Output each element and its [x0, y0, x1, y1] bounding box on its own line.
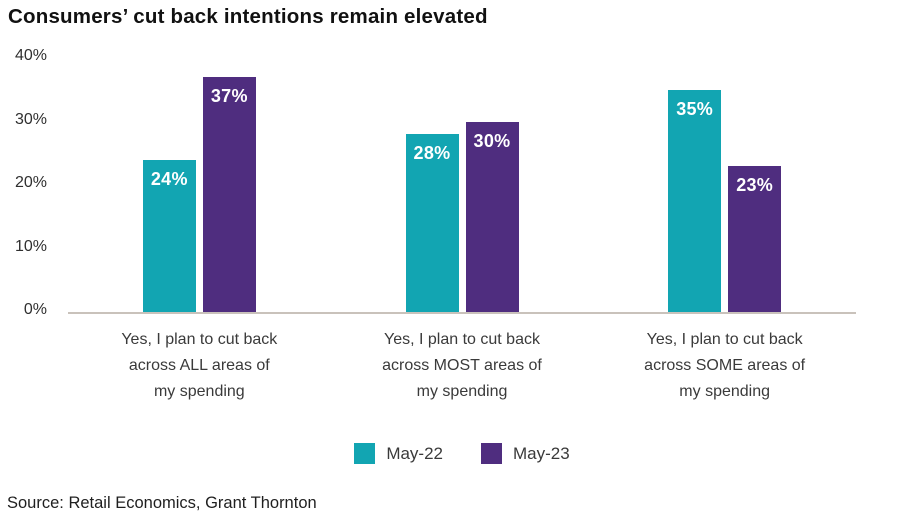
x-category-label-line: my spending: [679, 383, 771, 400]
y-tick-label: 30%: [14, 110, 47, 128]
bar-may-22: 28%: [405, 134, 459, 312]
legend-swatch: [481, 443, 502, 464]
bar-value-label: 28%: [413, 143, 451, 164]
bar-may-23: 37%: [202, 77, 256, 312]
x-category-label: Yes, I plan to cut back across SOME areas…: [590, 327, 860, 405]
bar-value-label: 23%: [736, 174, 774, 195]
bar-may-22: 24%: [142, 159, 196, 312]
bar-may-23: 30%: [465, 121, 519, 312]
bar-may-23: 23%: [728, 165, 782, 312]
x-category-label: Yes, I plan to cut back across ALL areas …: [64, 327, 334, 405]
x-category-label: Yes, I plan to cut back across MOST areas…: [327, 327, 597, 405]
x-category-label-line: Yes, I plan to cut back: [121, 331, 278, 348]
x-category-label-line: across SOME areas of: [644, 357, 806, 374]
bar-may-22: 35%: [668, 89, 722, 312]
legend-item-may-22: May-22: [354, 443, 443, 464]
y-tick-label: 40%: [14, 47, 47, 64]
legend: May-22 May-23: [68, 443, 856, 464]
y-tick-label: 0%: [23, 301, 47, 318]
legend-item-may-23: May-23: [481, 443, 570, 464]
y-tick-label: 10%: [14, 237, 47, 255]
legend-label: May-23: [513, 443, 570, 463]
x-category-label-line: Yes, I plan to cut back: [646, 331, 803, 348]
x-category-label-line: my spending: [416, 383, 508, 400]
legend-label: May-22: [386, 443, 443, 463]
bar-value-label: 35%: [676, 98, 714, 119]
x-category-label-line: across ALL areas of: [128, 357, 270, 374]
x-category-label-line: Yes, I plan to cut back: [384, 331, 540, 348]
source-note: Source: Retail Economics, Grant Thornton: [7, 494, 317, 512]
y-tick-label: 20%: [14, 174, 47, 191]
x-axis-line: [68, 312, 856, 314]
bar-value-label: 24%: [150, 168, 188, 189]
bar-value-label: 30%: [473, 130, 511, 151]
x-category-label-line: across MOST areas of: [382, 357, 542, 374]
bar-value-label: 37%: [210, 86, 248, 107]
x-category-label-line: my spending: [153, 383, 245, 400]
legend-swatch: [354, 443, 376, 464]
chart-title: Consumers’ cut back intentions remain el…: [8, 5, 488, 28]
